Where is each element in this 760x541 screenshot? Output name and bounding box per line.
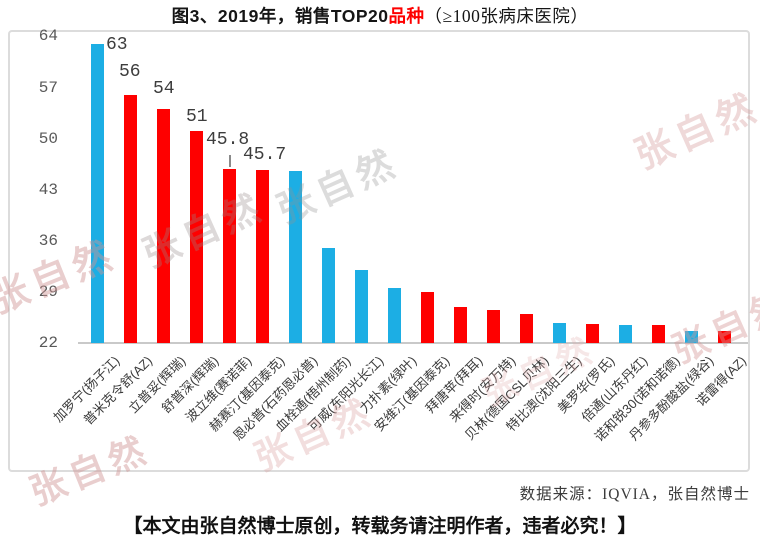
bar	[520, 313, 533, 343]
y-axis-tick: 64	[38, 27, 58, 46]
x-axis-line	[78, 342, 748, 344]
y-axis-tick: 36	[38, 231, 58, 250]
bar	[718, 331, 731, 343]
chart-title-prefix: 图3、2019年，销售TOP20	[171, 6, 389, 26]
bar	[421, 291, 434, 343]
bar-value-label: 56	[119, 62, 141, 82]
bar	[124, 94, 137, 343]
chart-title-suffix: （≥100张病床医院）	[424, 6, 589, 26]
y-axis-tick: 29	[38, 282, 58, 301]
bar	[322, 248, 335, 343]
bar-value-label: 45.8	[206, 130, 250, 150]
y-axis-tick: 57	[38, 78, 58, 97]
chart-title: 图3、2019年，销售TOP20品种（≥100张病床医院）	[0, 3, 760, 28]
bar	[190, 131, 203, 343]
y-axis-tick: 43	[38, 180, 58, 199]
data-source-note: 数据来源：IQVIA，张自然博士	[519, 486, 750, 503]
copyright-footer: 【本文由张自然博士原创，转载务请注明作者，违者必究！】	[123, 516, 637, 537]
chart-title-highlight: 品种	[388, 6, 425, 26]
bar	[388, 288, 401, 343]
bar-value-label: 54	[153, 79, 175, 99]
bar	[157, 109, 170, 343]
bar	[685, 330, 698, 343]
bar	[289, 171, 302, 343]
bar	[487, 310, 500, 343]
bar	[586, 324, 599, 343]
bar-value-label: 63	[106, 35, 128, 55]
bar-value-label: 51	[186, 107, 208, 127]
bar	[355, 270, 368, 343]
y-axis-tick: 50	[38, 129, 58, 148]
bar	[256, 169, 269, 343]
y-axis-tick: 22	[38, 334, 58, 352]
bar	[454, 306, 467, 343]
bar	[91, 43, 104, 343]
bar	[619, 324, 632, 343]
bar	[652, 325, 665, 343]
label-leader-line	[229, 155, 231, 167]
bar-value-label: 45.7	[243, 145, 287, 165]
bar	[553, 322, 566, 343]
bar	[223, 169, 236, 343]
